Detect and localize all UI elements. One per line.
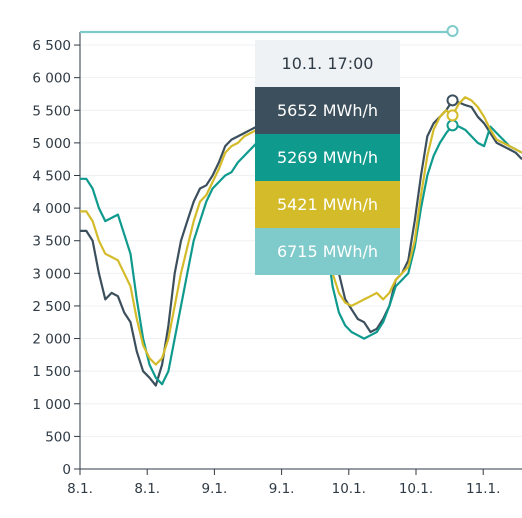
x-tick-label: 8.1. (67, 481, 93, 497)
tooltip-entry: 5269 MWh/h (255, 134, 400, 181)
y-tick-label: 5 000 (32, 136, 71, 152)
tooltip-entry: 6715 MWh/h (255, 228, 400, 275)
y-tick-label: 2 000 (32, 332, 71, 348)
y-tick-label: 5 500 (32, 103, 71, 119)
chart-tooltip: 10.1. 17:00 5652 MWh/h 5269 MWh/h 5421 M… (255, 40, 400, 275)
hover-marker (446, 119, 459, 132)
y-tick-label: 500 (45, 429, 71, 445)
y-tick-label: 3 000 (32, 266, 71, 282)
x-tick-label: 10.1. (399, 481, 433, 497)
tooltip-header: 10.1. 17:00 (255, 40, 400, 87)
hover-marker (446, 94, 459, 107)
series-line (80, 29, 453, 34)
y-tick-label: 4 500 (32, 168, 71, 184)
y-tick-label: 1 500 (32, 364, 71, 380)
hover-marker (446, 25, 459, 38)
tooltip-entry: 5652 MWh/h (255, 87, 400, 134)
y-tick-label: 6 500 (32, 38, 71, 54)
hover-markers (446, 25, 459, 132)
hover-marker (446, 109, 459, 122)
y-tick-label: 6 000 (32, 71, 71, 87)
x-tick-label: 11.1. (466, 481, 500, 497)
y-tick-label: 2 500 (32, 299, 71, 315)
x-tick-label: 9.1. (202, 481, 228, 497)
axes: 0 500 1 000 1 500 2 000 2 500 3 000 3 500 4 000 4… (32, 32, 522, 497)
tooltip-entry: 5421 MWh/h (255, 181, 400, 228)
y-tick-label: 0 (62, 462, 71, 478)
x-tick-label: 9.1. (269, 481, 295, 497)
y-tick-label: 4 000 (32, 201, 71, 217)
x-tick-label: 8.1. (134, 481, 160, 497)
y-tick-label: 3 500 (32, 234, 71, 250)
x-tick-label: 10.1. (332, 481, 366, 497)
y-tick-label: 1 000 (32, 397, 71, 413)
